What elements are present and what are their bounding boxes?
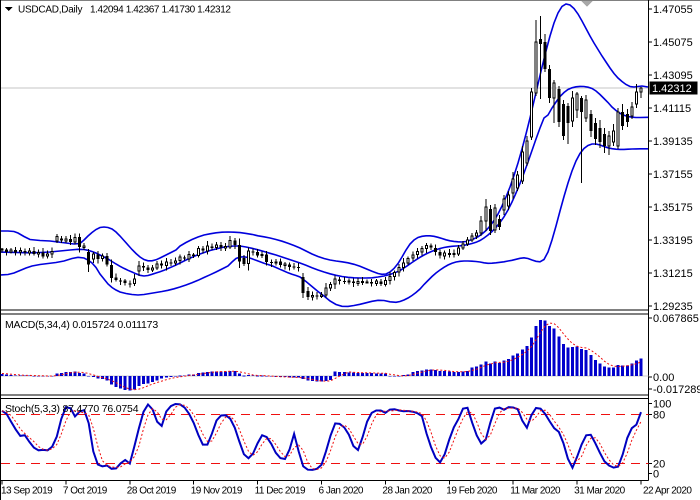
svg-text:22 Apr 2020: 22 Apr 2020: [643, 486, 692, 497]
svg-text:31 Mar 2020: 31 Mar 2020: [574, 486, 626, 497]
svg-text:0.067865: 0.067865: [653, 313, 699, 325]
svg-text:1.29235: 1.29235: [653, 301, 693, 313]
svg-text:1.47055: 1.47055: [653, 4, 693, 16]
svg-text:USDCAD,Daily: USDCAD,Daily: [18, 5, 82, 16]
svg-text:28 Jan 2020: 28 Jan 2020: [382, 486, 432, 497]
svg-text:13 Sep 2019: 13 Sep 2019: [1, 486, 53, 497]
svg-text:6 Jan 2020: 6 Jan 2020: [319, 486, 364, 497]
svg-text:19 Feb 2020: 19 Feb 2020: [446, 486, 498, 497]
svg-text:100: 100: [653, 399, 671, 411]
svg-text:20: 20: [653, 458, 665, 470]
svg-text:28 Oct 2019: 28 Oct 2019: [127, 486, 177, 497]
svg-text:1.42094 1.42367 1.41730 1.4231: 1.42094 1.42367 1.41730 1.42312: [90, 5, 231, 16]
svg-text:1.41115: 1.41115: [653, 103, 691, 115]
svg-text:1.43095: 1.43095: [653, 70, 693, 82]
svg-text:1.42312: 1.42312: [652, 83, 692, 95]
svg-text:11 Mar 2020: 11 Mar 2020: [510, 486, 561, 497]
svg-text:1.45075: 1.45075: [653, 37, 693, 49]
svg-text:0.00: 0.00: [653, 372, 674, 384]
svg-text:MACD(5,34,4) 0.015724 0.011173: MACD(5,34,4) 0.015724 0.011173: [5, 319, 158, 331]
svg-text:1.31215: 1.31215: [653, 268, 693, 280]
svg-text:1.37155: 1.37155: [653, 169, 693, 181]
svg-text:1.33195: 1.33195: [653, 235, 693, 247]
svg-text:7 Oct 2019: 7 Oct 2019: [63, 486, 108, 497]
svg-text:1.35175: 1.35175: [653, 202, 693, 214]
svg-text:11 Dec 2019: 11 Dec 2019: [255, 486, 306, 497]
svg-text:80: 80: [653, 410, 665, 422]
svg-text:-0.017289: -0.017289: [653, 384, 700, 396]
svg-text:19 Nov 2019: 19 Nov 2019: [191, 486, 243, 497]
svg-text:Stoch(5,3,3) 87.4770 76.0754: Stoch(5,3,3) 87.4770 76.0754: [5, 403, 139, 415]
svg-text:1.39135: 1.39135: [653, 136, 693, 148]
svg-text:0: 0: [653, 469, 659, 481]
